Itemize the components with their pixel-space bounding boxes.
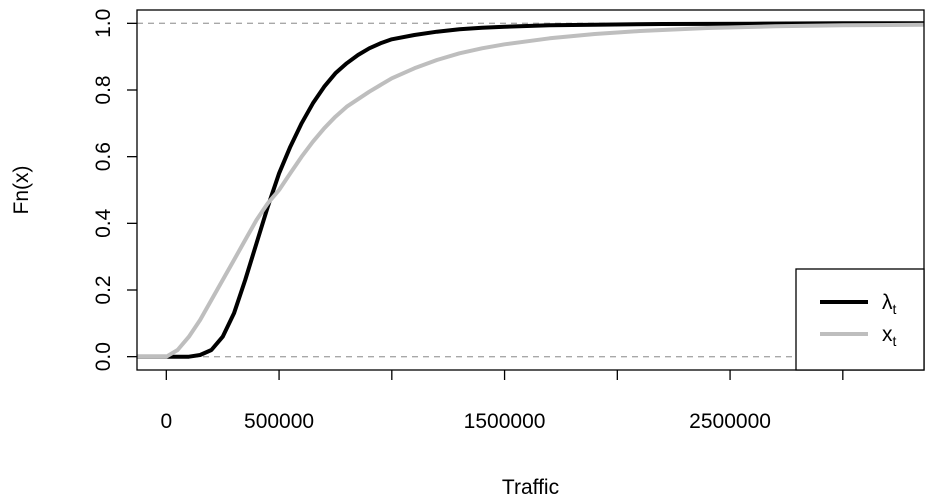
y-tick-label: 0.0: [92, 342, 115, 371]
legend-label-subscript: t: [893, 301, 897, 317]
legend-box: [795, 268, 925, 371]
y-axis: 0.0 0.2 0.4 0.6 0.8 1.0: [92, 9, 137, 371]
x-tick-label: 1500000: [464, 410, 546, 433]
y-tick-label: 1.0: [92, 9, 115, 38]
series-lines: [137, 21, 925, 359]
x-axis: 0 500000 1500000 2500000: [160, 370, 844, 433]
plot-frame: [136, 9, 925, 371]
y-tick-label: 0.4: [92, 208, 115, 238]
x-axis-title: Traffic: [502, 476, 559, 499]
x-tick-label: 500000: [244, 410, 314, 433]
legend-label-main: λ: [882, 291, 893, 314]
x-tick-label: 2500000: [689, 410, 771, 433]
legend-label-1: xt: [882, 323, 897, 349]
y-axis-title: Fn(x): [10, 166, 33, 215]
y-tick-label: 0.8: [92, 75, 115, 104]
x-tick-label: 0: [160, 410, 172, 433]
legend-label-main: x: [882, 323, 893, 346]
legend-label-subscript: t: [893, 333, 897, 349]
series-line-0: [137, 21, 924, 359]
y-tick-label: 0.6: [92, 142, 115, 171]
legend-label-0: λt: [882, 291, 897, 317]
y-tick-label: 0.2: [92, 275, 115, 304]
series-line-1: [137, 22, 925, 359]
